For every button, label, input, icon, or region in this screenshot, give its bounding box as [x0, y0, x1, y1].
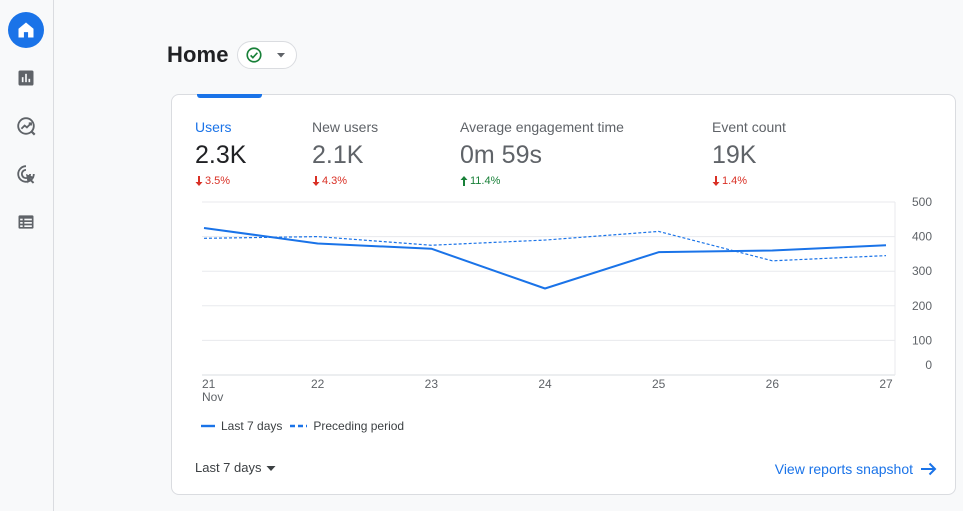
advertising-icon [17, 165, 35, 184]
y-tick-label: 500 [912, 195, 932, 209]
legend-dashed-swatch [290, 424, 308, 428]
title-row: Home [167, 41, 297, 69]
metric-value: 19K [712, 141, 757, 169]
view-reports-snapshot-label: View reports snapshot [774, 461, 913, 477]
x-tick-label: 27 [879, 377, 893, 391]
nav-home-button[interactable] [8, 12, 44, 48]
arrow-down-icon [312, 176, 320, 186]
metric-delta-value: 4.3% [322, 175, 348, 187]
legend-label: Last 7 days [221, 419, 283, 433]
arrow-down-icon [195, 176, 203, 186]
caret-down-icon [266, 465, 275, 471]
bar-chart-icon [18, 70, 34, 86]
nav-advertising-button[interactable] [8, 156, 44, 192]
metric-delta-value: 11.4% [470, 175, 501, 187]
list-icon [18, 215, 34, 229]
legend-solid-swatch [201, 424, 215, 428]
metric-label: Event count [712, 119, 786, 135]
metric-new-users[interactable]: New users 2.1K 4.3% [312, 119, 378, 187]
check-circle-icon [245, 47, 262, 63]
metric-label: Average engagement time [460, 119, 624, 135]
caret-down-icon [276, 53, 285, 58]
users-line-chart[interactable]: 500 400 300 200 100 0 21 22 23 24 25 26 27 Nov [192, 195, 937, 410]
metric-value: 2.1K [312, 141, 364, 169]
y-tick-label: 100 [912, 333, 932, 347]
arrow-down-icon [712, 176, 720, 186]
nav-configure-button[interactable] [8, 204, 44, 240]
legend-label: Preceding period [313, 419, 405, 433]
active-tab-indicator [197, 94, 262, 98]
metric-average-engagement-time[interactable]: Average engagement time 0m 59s 11.4% [460, 119, 624, 187]
metric-value: 2.3K [195, 141, 247, 169]
x-tick-label: 22 [311, 377, 325, 391]
arrow-right-icon [921, 462, 937, 476]
status-dropdown[interactable] [236, 41, 297, 69]
metric-delta: 1.4% [712, 175, 786, 187]
metric-label: Users [195, 119, 232, 135]
metric-event-count[interactable]: Event count 19K 1.4% [712, 119, 786, 187]
metric-delta: 11.4% [460, 175, 624, 187]
x-tick-sublabel: Nov [202, 390, 223, 404]
left-nav-rail [0, 0, 54, 511]
y-tick-label: 400 [912, 230, 932, 244]
metric-delta: 3.5% [195, 175, 246, 187]
y-tick-label: 300 [912, 264, 932, 278]
chart-legend: Last 7 days Preceding period [201, 419, 412, 433]
x-tick-label: 23 [425, 377, 439, 391]
x-tick-label: 26 [766, 377, 780, 391]
metric-value: 0m 59s [460, 141, 542, 169]
nav-explore-button[interactable] [8, 108, 44, 144]
series-line-preceding-period [203, 230, 887, 262]
metric-delta-value: 3.5% [205, 175, 231, 187]
page-title: Home [167, 42, 229, 67]
arrow-up-icon [460, 176, 468, 186]
date-range-dropdown[interactable]: Last 7 days [195, 460, 276, 475]
y-tick-label: 200 [912, 299, 932, 313]
metric-delta: 4.3% [312, 175, 378, 187]
x-tick-label: 21 [202, 377, 216, 391]
series-line-last-7-days [203, 226, 887, 290]
metric-delta-value: 1.4% [722, 175, 748, 187]
date-range-label: Last 7 days [195, 460, 262, 475]
nav-reports-button[interactable] [8, 60, 44, 96]
legend-item-last-7-days[interactable]: Last 7 days [201, 419, 282, 433]
overview-card: Users 2.3K 3.5% New users 2.1K 4.3% Aver… [171, 94, 956, 495]
metric-users[interactable]: Users 2.3K 3.5% [195, 119, 246, 187]
explore-icon [17, 117, 36, 136]
x-tick-label: 25 [652, 377, 666, 391]
metric-label: New users [312, 119, 379, 135]
legend-item-preceding-period[interactable]: Preceding period [290, 419, 404, 433]
x-tick-label: 24 [538, 377, 552, 391]
view-reports-snapshot-link[interactable]: View reports snapshot [775, 461, 937, 477]
y-tick-label: 0 [925, 358, 932, 372]
home-icon [18, 22, 34, 38]
